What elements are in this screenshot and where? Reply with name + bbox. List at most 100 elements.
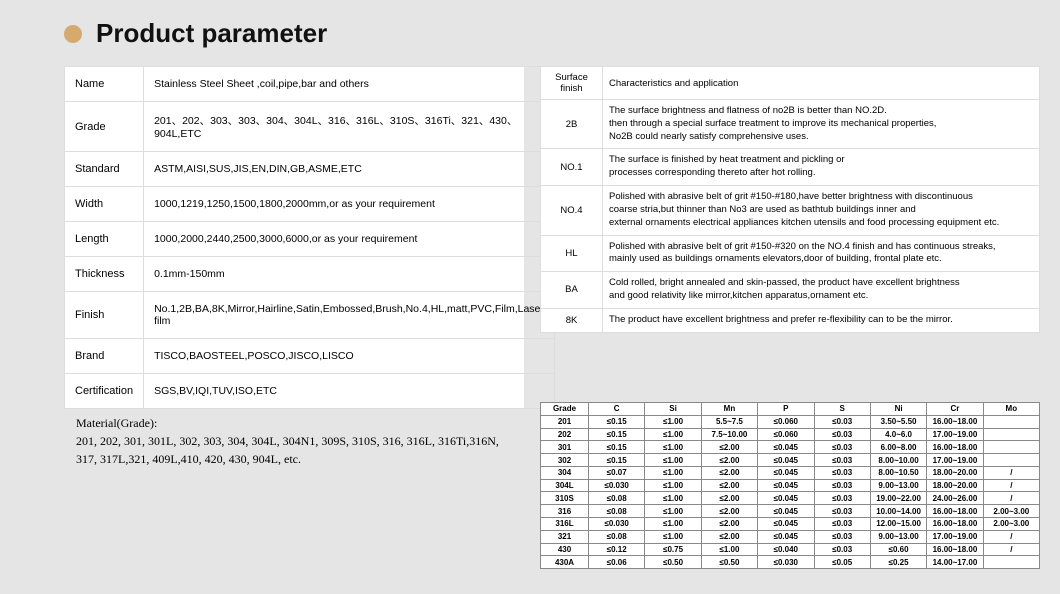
comp-cell: 16.00~18.00 bbox=[927, 543, 983, 556]
comp-cell: 4.0~6.0 bbox=[870, 428, 926, 441]
surface-key: NO.1 bbox=[541, 149, 603, 186]
comp-cell: ≤2.00 bbox=[701, 492, 757, 505]
comp-cell: ≤0.045 bbox=[758, 479, 814, 492]
spec-label: Length bbox=[65, 222, 144, 257]
surface-finish-table: Surface finishCharacteristics and applic… bbox=[540, 66, 1040, 333]
spec-value: 1000,2000,2440,2500,3000,6000,or as your… bbox=[144, 222, 555, 257]
material-grade-text: Material(Grade): 201, 202, 301, 301L, 30… bbox=[76, 414, 506, 468]
comp-cell: 316L bbox=[541, 518, 589, 531]
comp-col: C bbox=[589, 403, 645, 416]
comp-cell: ≤1.00 bbox=[645, 415, 701, 428]
spec-label: Thickness bbox=[65, 257, 144, 292]
comp-cell: ≤2.00 bbox=[701, 505, 757, 518]
comp-cell: ≤1.00 bbox=[645, 492, 701, 505]
surface-desc: Cold rolled, bright annealed and skin-pa… bbox=[603, 272, 1040, 309]
comp-cell: 9.00~13.00 bbox=[870, 479, 926, 492]
comp-cell: ≤0.045 bbox=[758, 530, 814, 543]
comp-cell: ≤0.060 bbox=[758, 415, 814, 428]
comp-cell bbox=[983, 454, 1039, 467]
comp-cell: 301 bbox=[541, 441, 589, 454]
comp-cell: ≤0.045 bbox=[758, 505, 814, 518]
surface-key: HL bbox=[541, 235, 603, 272]
comp-cell: 18.00~20.00 bbox=[927, 479, 983, 492]
comp-cell: / bbox=[983, 479, 1039, 492]
comp-col: Ni bbox=[870, 403, 926, 416]
comp-cell: ≤0.045 bbox=[758, 492, 814, 505]
comp-cell bbox=[983, 556, 1039, 569]
comp-col: Mo bbox=[983, 403, 1039, 416]
comp-cell: ≤0.045 bbox=[758, 454, 814, 467]
spec-label: Brand bbox=[65, 339, 144, 374]
comp-cell: 16.00~18.00 bbox=[927, 441, 983, 454]
spec-label: Name bbox=[65, 67, 144, 102]
comp-cell: 14.00~17.00 bbox=[927, 556, 983, 569]
comp-cell: ≤0.040 bbox=[758, 543, 814, 556]
comp-cell: ≤1.00 bbox=[645, 518, 701, 531]
comp-cell: ≤0.50 bbox=[645, 556, 701, 569]
surface-desc: The surface brightness and flatness of n… bbox=[603, 100, 1040, 149]
comp-cell: ≤0.045 bbox=[758, 518, 814, 531]
composition-table: GradeCSiMnPSNiCrMo201≤0.15≤1.005.5~7.5≤0… bbox=[540, 402, 1040, 569]
comp-cell: ≤0.25 bbox=[870, 556, 926, 569]
comp-cell: 5.5~7.5 bbox=[701, 415, 757, 428]
comp-cell: 9.00~13.00 bbox=[870, 530, 926, 543]
comp-cell: 8.00~10.50 bbox=[870, 466, 926, 479]
comp-col: Grade bbox=[541, 403, 589, 416]
surface-desc: The surface is finished by heat treatmen… bbox=[603, 149, 1040, 186]
comp-cell: ≤0.05 bbox=[814, 556, 870, 569]
comp-cell: 310S bbox=[541, 492, 589, 505]
comp-cell: ≤1.00 bbox=[645, 441, 701, 454]
spec-value: 0.1mm-150mm bbox=[144, 257, 555, 292]
spec-value: SGS,BV,IQI,TUV,ISO,ETC bbox=[144, 374, 555, 409]
comp-cell: 12.00~15.00 bbox=[870, 518, 926, 531]
comp-cell: 16.00~18.00 bbox=[927, 505, 983, 518]
header-bullet-icon bbox=[64, 25, 82, 43]
surface-desc: The product have excellent brightness an… bbox=[603, 308, 1040, 332]
material-body: 201, 202, 301, 301L, 302, 303, 304, 304L… bbox=[76, 432, 506, 468]
comp-cell: ≤0.06 bbox=[589, 556, 645, 569]
comp-cell: ≤1.00 bbox=[645, 466, 701, 479]
comp-cell: ≤2.00 bbox=[701, 466, 757, 479]
comp-cell: / bbox=[983, 530, 1039, 543]
spec-value: No.1,2B,BA,8K,Mirror,Hairline,Satin,Embo… bbox=[144, 292, 555, 339]
spec-label: Finish bbox=[65, 292, 144, 339]
comp-cell: ≤0.07 bbox=[589, 466, 645, 479]
comp-cell: ≤0.15 bbox=[589, 428, 645, 441]
comp-cell: 3.50~5.50 bbox=[870, 415, 926, 428]
comp-col: Mn bbox=[701, 403, 757, 416]
surface-desc: Polished with abrasive belt of grit #150… bbox=[603, 235, 1040, 272]
comp-cell: ≤0.08 bbox=[589, 492, 645, 505]
comp-cell: 10.00~14.00 bbox=[870, 505, 926, 518]
spec-label: Standard bbox=[65, 152, 144, 187]
surface-head-1: Surface finish bbox=[541, 67, 603, 100]
comp-col: P bbox=[758, 403, 814, 416]
comp-cell: ≤1.00 bbox=[645, 428, 701, 441]
comp-cell: ≤1.00 bbox=[645, 505, 701, 518]
comp-cell: ≤0.03 bbox=[814, 518, 870, 531]
surface-key: 2B bbox=[541, 100, 603, 149]
comp-cell bbox=[983, 428, 1039, 441]
comp-cell: ≤0.15 bbox=[589, 454, 645, 467]
surface-key: BA bbox=[541, 272, 603, 309]
comp-cell: 19.00~22.00 bbox=[870, 492, 926, 505]
comp-col: S bbox=[814, 403, 870, 416]
comp-cell: ≤0.03 bbox=[814, 543, 870, 556]
comp-col: Si bbox=[645, 403, 701, 416]
comp-cell: ≤0.15 bbox=[589, 441, 645, 454]
comp-cell: 24.00~26.00 bbox=[927, 492, 983, 505]
comp-cell: ≤0.50 bbox=[701, 556, 757, 569]
comp-cell: ≤0.08 bbox=[589, 530, 645, 543]
surface-head-2: Characteristics and application bbox=[603, 67, 1040, 100]
comp-cell: 304L bbox=[541, 479, 589, 492]
comp-cell: ≤0.08 bbox=[589, 505, 645, 518]
surface-key: 8K bbox=[541, 308, 603, 332]
comp-cell: ≤0.03 bbox=[814, 530, 870, 543]
comp-cell: 316 bbox=[541, 505, 589, 518]
comp-cell: 430A bbox=[541, 556, 589, 569]
comp-cell: / bbox=[983, 492, 1039, 505]
comp-cell: / bbox=[983, 543, 1039, 556]
comp-cell: ≤0.060 bbox=[758, 428, 814, 441]
comp-cell: 202 bbox=[541, 428, 589, 441]
comp-cell: ≤0.03 bbox=[814, 415, 870, 428]
comp-cell: ≤1.00 bbox=[645, 454, 701, 467]
